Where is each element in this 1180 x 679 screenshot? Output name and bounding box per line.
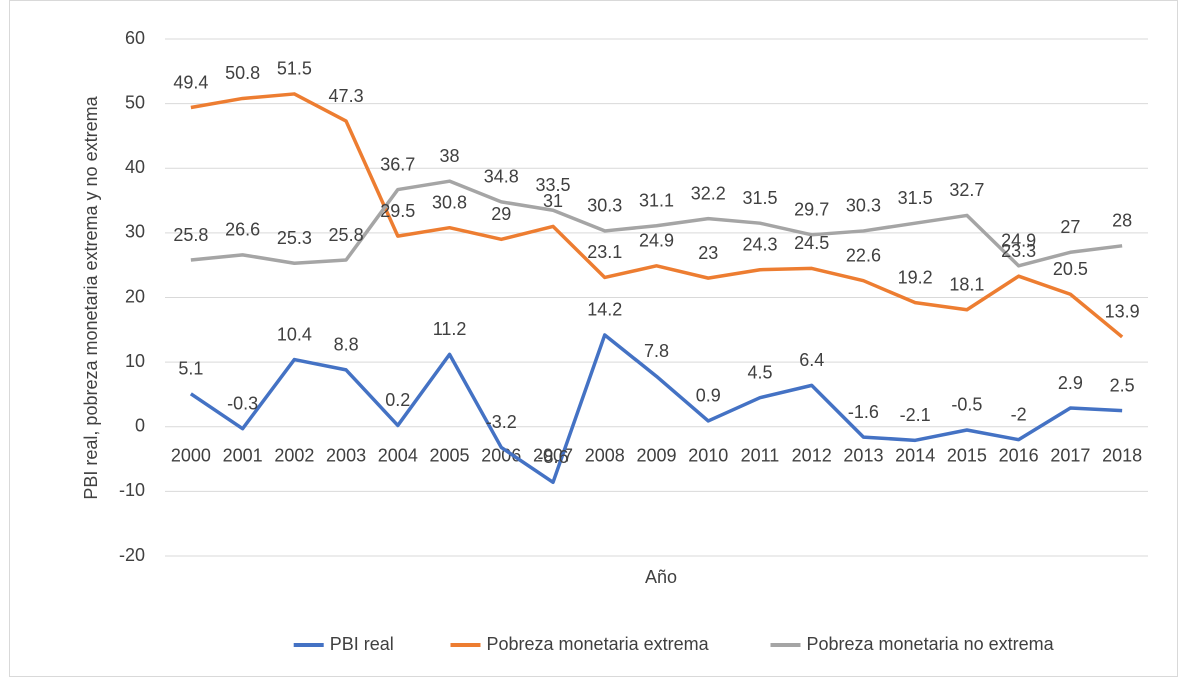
- data-label: 13.9: [1105, 302, 1140, 322]
- y-tick-label: -10: [119, 480, 145, 500]
- data-label: 23: [698, 243, 718, 263]
- data-label: 49.4: [173, 72, 208, 92]
- data-label: 23.1: [587, 242, 622, 262]
- x-tick-label: 2017: [1050, 446, 1090, 466]
- data-label: 50.8: [225, 63, 260, 83]
- data-label: 32.7: [949, 180, 984, 200]
- legend-label: Pobreza monetaria extrema: [487, 634, 710, 654]
- data-label: 19.2: [898, 267, 933, 287]
- x-tick-label: 2018: [1102, 446, 1142, 466]
- data-label: 31.5: [742, 188, 777, 208]
- data-label: 29: [491, 204, 511, 224]
- x-tick-label: 2003: [326, 446, 366, 466]
- x-tick-label: 2011: [741, 446, 780, 466]
- data-label: 33.5: [536, 175, 571, 195]
- y-tick-label: 40: [125, 157, 145, 177]
- data-label: 38: [440, 146, 460, 166]
- y-tick-label: 60: [125, 28, 145, 48]
- data-label: -2: [1011, 404, 1027, 424]
- data-label: 11.2: [433, 319, 467, 339]
- data-label: 24.3: [742, 234, 777, 254]
- x-tick-label: 2002: [274, 446, 314, 466]
- x-tick-label: 2014: [895, 446, 935, 466]
- data-label: 31: [543, 191, 563, 211]
- data-label: 2.5: [1110, 375, 1135, 395]
- data-label: -0.5: [951, 395, 982, 415]
- data-label: 5.1: [178, 359, 203, 379]
- data-label: -8.6: [538, 447, 569, 467]
- chart-border: [9, 0, 1178, 677]
- data-label: 0.2: [385, 390, 410, 410]
- data-label: 30.3: [846, 196, 881, 216]
- x-tick-label: 2008: [585, 446, 625, 466]
- data-label: 22.6: [846, 245, 881, 265]
- data-label: 4.5: [747, 362, 772, 382]
- x-tick-label: 2013: [843, 446, 883, 466]
- data-label: 47.3: [329, 86, 364, 106]
- y-tick-label: 10: [125, 351, 145, 371]
- data-label: 25.8: [329, 225, 364, 245]
- line: [189, 333, 1123, 485]
- x-tick-label: 2001: [223, 446, 263, 466]
- data-label: 28: [1112, 211, 1132, 231]
- x-axis-title: Año: [645, 567, 677, 587]
- line: [190, 92, 1124, 339]
- data-label: 25.8: [173, 225, 208, 245]
- data-label: 29.7: [794, 200, 829, 220]
- data-label: 7.8: [644, 341, 669, 361]
- data-label: 51.5: [277, 59, 312, 79]
- data-label: 29.5: [380, 201, 415, 221]
- y-tick-label: 50: [125, 92, 145, 112]
- x-tick-label: 2010: [688, 446, 728, 466]
- line: [190, 179, 1123, 268]
- legend-label: PBI real: [330, 634, 394, 654]
- y-tick-label: -20: [119, 545, 145, 565]
- x-tick-label: 2012: [792, 446, 832, 466]
- legend-label: Pobreza monetaria no extrema: [807, 634, 1055, 654]
- data-label: 24.5: [794, 233, 829, 253]
- data-label: -3.2: [486, 412, 517, 432]
- data-label: 30.8: [432, 192, 467, 212]
- data-label: 34.8: [484, 167, 519, 187]
- data-label: 27: [1060, 217, 1080, 237]
- data-label: 10.4: [277, 324, 312, 344]
- data-label: 31.1: [639, 191, 674, 211]
- data-label: -2.1: [900, 405, 931, 425]
- data-label: 14.2: [587, 300, 622, 320]
- data-label: 23.3: [1001, 241, 1036, 261]
- x-tick-label: 2006: [481, 446, 521, 466]
- x-tick-label: 2005: [430, 446, 470, 466]
- data-label: 0.9: [696, 386, 721, 406]
- data-label: 2.9: [1058, 373, 1083, 393]
- data-label: 24.9: [639, 231, 674, 251]
- x-tick-label: 2016: [999, 446, 1039, 466]
- data-label: 20.5: [1053, 259, 1088, 279]
- data-label: 26.6: [225, 220, 260, 240]
- x-tick-label: 2009: [636, 446, 676, 466]
- data-label: 18.1: [949, 275, 984, 295]
- y-tick-label: 0: [135, 416, 145, 436]
- x-tick-label: 2004: [378, 446, 418, 466]
- y-tick-label: 20: [125, 286, 145, 306]
- data-label: 6.4: [799, 350, 824, 370]
- y-tick-label: 30: [125, 222, 145, 242]
- data-label: 32.2: [691, 183, 726, 203]
- x-tick-label: 2000: [171, 446, 211, 466]
- data-label: 30.3: [587, 196, 622, 216]
- data-label: 8.8: [334, 335, 359, 355]
- data-label: -0.3: [227, 393, 258, 413]
- y-axis-title: PBI real, pobreza monetaria extrema y no…: [81, 95, 101, 499]
- data-label: -1.6: [848, 402, 879, 422]
- data-label: 31.5: [898, 188, 933, 208]
- data-label: 24.9: [1001, 231, 1036, 251]
- data-label: 25.3: [277, 228, 312, 248]
- data-label: 36.7: [380, 154, 415, 174]
- x-tick-label: 2015: [947, 446, 987, 466]
